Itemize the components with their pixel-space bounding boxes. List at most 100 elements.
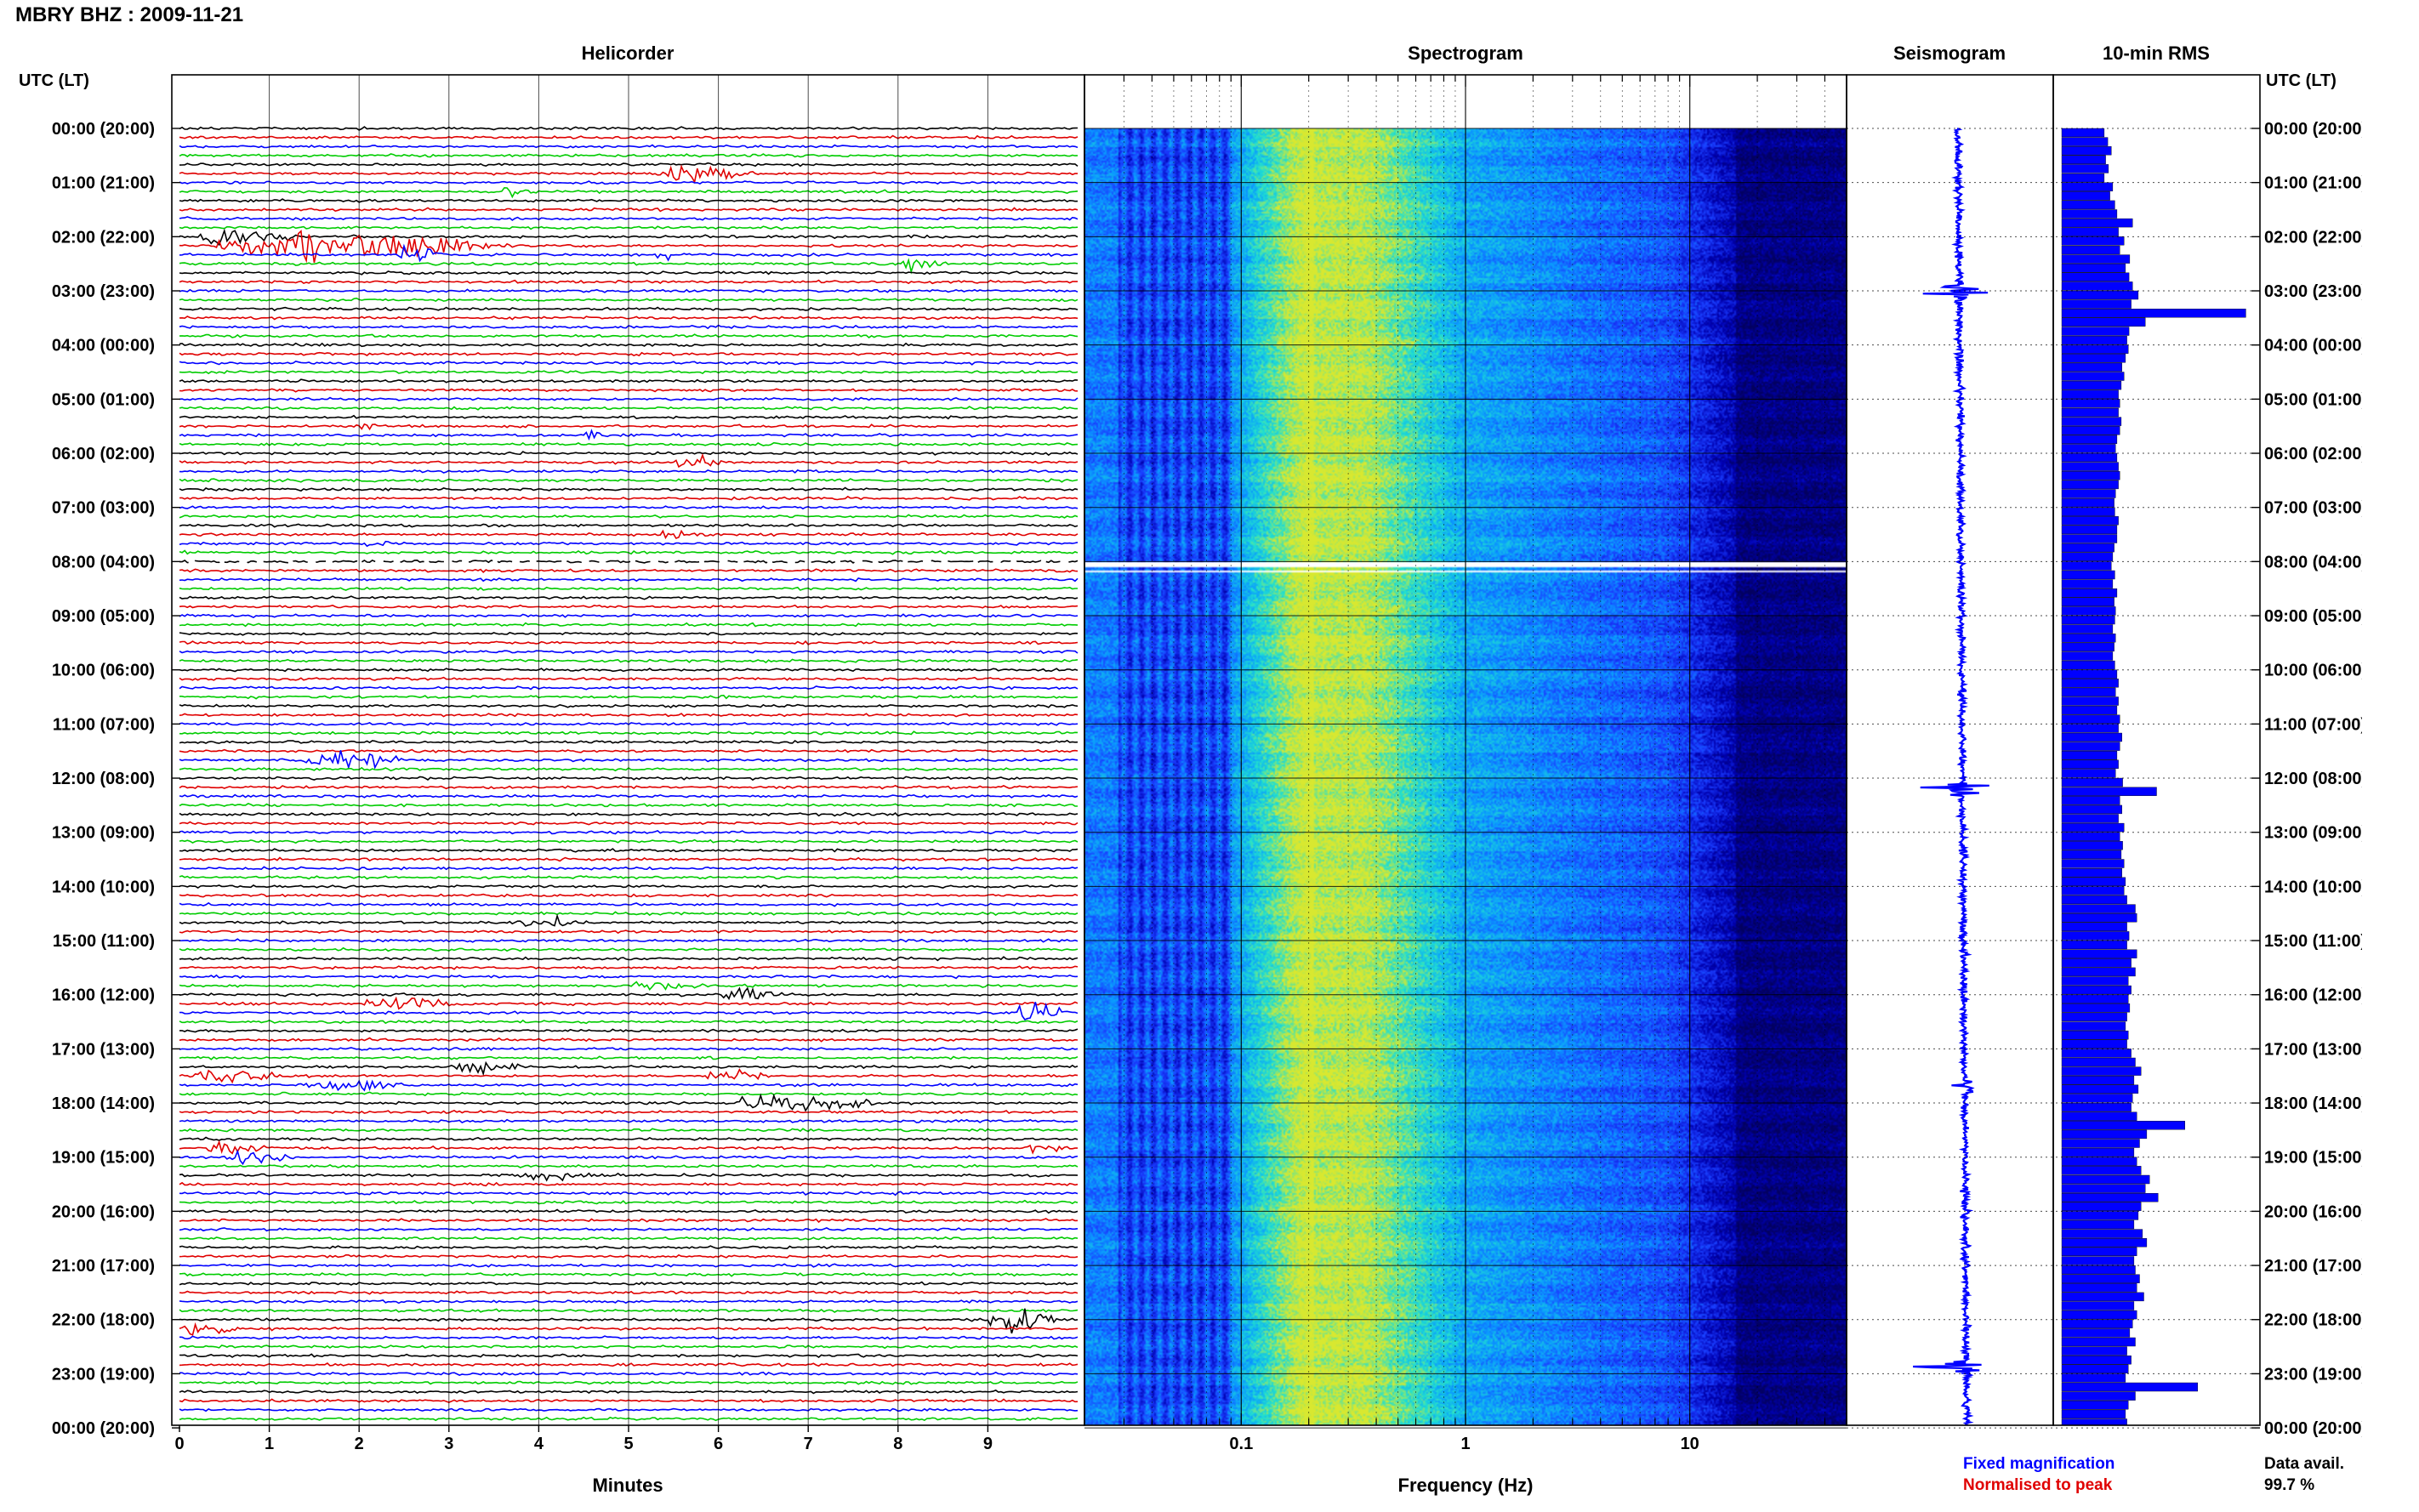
hour-label-left: 22:00 (18:00)	[52, 1311, 155, 1330]
rms-bar	[2061, 1256, 2135, 1265]
rms-bar	[2061, 1030, 2129, 1040]
rms-bar	[2061, 516, 2119, 526]
rms-bar	[2061, 994, 2129, 1003]
rms-bar	[2061, 1229, 2143, 1238]
hour-label-right: 13:00 (09:00)	[2264, 824, 2367, 843]
rms-bar	[2061, 497, 2114, 508]
rms-bar	[2061, 1192, 2159, 1202]
helicorder-x-tick-label: 3	[444, 1435, 453, 1453]
rms-bar	[2061, 1364, 2129, 1374]
rms-bar	[2061, 912, 2137, 923]
rms-bar	[2061, 561, 2112, 571]
hour-label-right: 23:00 (19:00)	[2264, 1365, 2367, 1384]
rms-bar	[2061, 1057, 2136, 1067]
rms-bar	[2061, 1310, 2137, 1320]
rms-bar	[2061, 200, 2115, 210]
rms-bar	[2061, 660, 2115, 670]
rms-bar	[2061, 822, 2125, 833]
rms-bar	[2061, 182, 2114, 191]
rms-bar	[2061, 597, 2114, 606]
rms-bar	[2061, 850, 2122, 860]
rms-bar	[2061, 435, 2118, 444]
rms-bar	[2061, 1292, 2144, 1302]
rms-bar	[2061, 380, 2122, 390]
spectrogram-x-label: Frequency (Hz)	[1398, 1475, 1534, 1496]
rms-bar	[2061, 1211, 2139, 1220]
rms-bar	[2061, 173, 2105, 183]
left-hour-labels: 00:00 (20:00) 01:00 (21:00) 02:00 (22:00) 0…	[52, 120, 155, 1438]
rms-bar	[2061, 570, 2115, 580]
right-hour-labels: 00:00 (20:00) 01:00 (21:00) 02:00 (22:00) 0…	[2264, 120, 2367, 1438]
rms-bar	[2061, 335, 2127, 345]
hour-label-left: 20:00 (16:00)	[52, 1202, 155, 1221]
rms-bar	[2061, 904, 2136, 913]
data-availability-value: 99.7 %	[2264, 1476, 2314, 1494]
hour-label-left: 02:00 (22:00)	[52, 228, 155, 247]
hour-label-left: 05:00 (01:00)	[52, 390, 155, 409]
hour-label-left: 17:00 (13:00)	[52, 1040, 155, 1059]
rms-bar	[2061, 227, 2119, 236]
rms-bar	[2061, 1237, 2148, 1248]
helicorder-x-ticks: 0 1 2 3 4 5 6 7 8 9	[174, 1425, 993, 1453]
rms-bar	[2061, 940, 2127, 950]
hour-label-left: 13:00 (09:00)	[52, 824, 155, 843]
panel-frame	[2052, 74, 2261, 1426]
hour-label-right: 12:00 (08:00)	[2264, 770, 2367, 788]
helicorder-panel	[179, 75, 1079, 1425]
rms-bar	[2061, 1346, 2127, 1356]
rms-bar	[2061, 1094, 2133, 1103]
rms-bar	[2061, 1265, 2136, 1275]
rms-bar	[2061, 137, 2109, 146]
hour-label-left: 12:00 (08:00)	[52, 770, 155, 788]
hour-label-left: 00:00 (20:00)	[52, 120, 155, 139]
rms-bar	[2061, 145, 2112, 156]
hour-label-right: 15:00 (11:00)	[2264, 932, 2366, 951]
rms-bar	[2061, 877, 2126, 887]
rms-bar	[2061, 696, 2119, 706]
hour-label-right: 16:00 (12:00)	[2264, 986, 2367, 1005]
hour-label-left: 06:00 (02:00)	[52, 445, 155, 463]
helicorder-x-tick-label: 0	[174, 1435, 184, 1453]
rms-bar	[2061, 1129, 2148, 1140]
rms-bar	[2061, 471, 2120, 480]
rms-bar	[2061, 624, 2114, 634]
hour-label-left: 10:00 (06:00)	[52, 662, 155, 680]
hour-label-left: 11:00 (07:00)	[53, 715, 155, 734]
rms-bar	[2061, 362, 2122, 372]
rms-bar	[2061, 777, 2123, 787]
rms-bar	[2061, 534, 2118, 543]
rms-bar	[2061, 272, 2130, 281]
rms-bar	[2061, 759, 2119, 769]
rms-bar	[2061, 679, 2119, 688]
spectrogram-x-tick-label: 0.1	[1229, 1435, 1253, 1453]
helicorder-title: Helicorder	[582, 43, 674, 64]
hour-label-right: 01:00 (21:00)	[2264, 174, 2367, 193]
rms-bar	[2061, 426, 2120, 435]
rms-bar	[2061, 634, 2116, 643]
hour-label-left: 23:00 (19:00)	[52, 1365, 155, 1384]
data-availability-label: Data avail.	[2264, 1455, 2344, 1473]
rms-bar	[2061, 958, 2132, 968]
hour-label-left: 01:00 (21:00)	[52, 174, 155, 193]
rms-bar	[2061, 417, 2122, 426]
rms-bar	[2061, 1418, 2127, 1425]
rms-bar	[2061, 164, 2109, 173]
rms-bar	[2061, 859, 2125, 868]
rms-bar	[2061, 407, 2119, 418]
rms-bar	[2061, 344, 2129, 354]
seismogram-title: Seismogram	[1893, 43, 2006, 64]
rms-bar	[2061, 1147, 2135, 1157]
rms-bar	[2061, 814, 2119, 823]
rms-panel	[2061, 128, 2246, 1425]
rms-bar	[2061, 1049, 2132, 1058]
rms-bar	[2061, 1202, 2142, 1212]
rms-bar	[2061, 1111, 2137, 1121]
rms-bar	[2061, 1328, 2131, 1338]
helicorder-x-tick-label: 6	[714, 1435, 723, 1453]
hour-label-left: 00:00 (20:00)	[52, 1419, 155, 1438]
rms-bar	[2061, 804, 2122, 815]
rms-bar	[2061, 1174, 2150, 1185]
rms-bar	[2061, 642, 2114, 652]
rms-bar	[2061, 931, 2130, 941]
